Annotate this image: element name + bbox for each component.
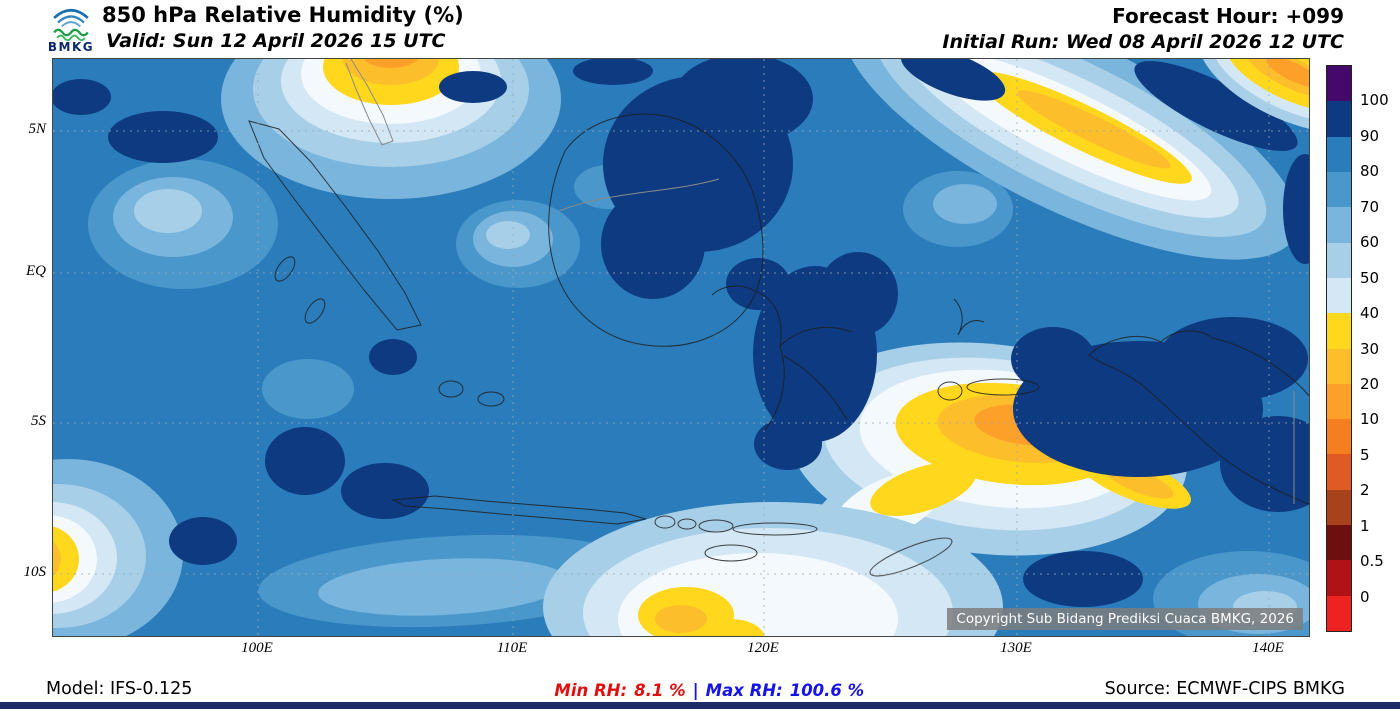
colorbar-segment bbox=[1327, 207, 1351, 243]
colorbar-tick-label: 40 bbox=[1360, 304, 1380, 323]
colorbar-tick-label: 60 bbox=[1360, 233, 1380, 252]
colorbar-segment bbox=[1327, 101, 1351, 137]
lon-label-110e: 110E bbox=[496, 640, 528, 656]
model-label: Model: IFS-0.125 bbox=[46, 679, 193, 699]
forecast-hour-label: Forecast Hour: +099 bbox=[1112, 4, 1344, 28]
colorbar-tick-label: 80 bbox=[1360, 162, 1380, 181]
initial-run-label: Initial Run: Wed 08 April 2026 12 UTC bbox=[942, 31, 1344, 53]
colorbar-tick-label: 30 bbox=[1360, 339, 1380, 358]
page-title: 850 hPa Relative Humidity (%) bbox=[102, 3, 464, 27]
lat-label-eq: EQ bbox=[26, 263, 46, 279]
min-rh-label: Min RH: bbox=[554, 681, 628, 700]
lon-label-100e: 100E bbox=[241, 640, 273, 656]
colorbar-tick-label: 90 bbox=[1360, 126, 1380, 145]
colorbar-labels: 100 90 80 70 60 50 40 30 20 10 5 2 1 0.5 0 bbox=[1360, 65, 1398, 632]
colorbar-tick-label: 20 bbox=[1360, 374, 1380, 393]
bmkg-logo: BMKG bbox=[42, 1, 100, 56]
lat-label-5s: 5S bbox=[31, 413, 46, 429]
lon-label-120e: 120E bbox=[747, 640, 779, 656]
lon-label-140e: 140E bbox=[1252, 640, 1284, 656]
contour-fills-dark bbox=[53, 59, 1309, 607]
colorbar-segment bbox=[1327, 242, 1351, 278]
min-rh-value: 8.1 % bbox=[634, 681, 686, 700]
colorbar-segment bbox=[1327, 348, 1351, 384]
bmkg-logo-text: BMKG bbox=[47, 40, 95, 54]
colorbar-segment bbox=[1327, 489, 1351, 526]
map-frame: Copyright Sub Bidang Prediksi Cuaca BMKG… bbox=[52, 58, 1310, 637]
colorbar-segment bbox=[1327, 66, 1351, 102]
colorbar-segment bbox=[1327, 277, 1351, 314]
country-borders bbox=[345, 59, 1295, 504]
colorbar-tick-label: 5 bbox=[1360, 445, 1370, 464]
colorbar-segments bbox=[1326, 65, 1352, 632]
colorbar-segment bbox=[1327, 419, 1351, 455]
lon-label-130e: 130E bbox=[1000, 640, 1032, 656]
colorbar-segment bbox=[1327, 595, 1351, 631]
colorbar-tick-label: 100 bbox=[1360, 91, 1389, 110]
max-rh-value: 100.6 % bbox=[789, 681, 865, 700]
colorbar-segment bbox=[1327, 383, 1351, 420]
lat-label-5n: 5N bbox=[28, 121, 46, 137]
bmkg-logo-icon bbox=[53, 8, 89, 41]
colorbar-tick-label: 1 bbox=[1360, 516, 1370, 535]
colorbar-segment bbox=[1327, 525, 1351, 561]
bottom-accent-bar bbox=[0, 702, 1400, 709]
colorbar-segment bbox=[1327, 560, 1351, 596]
colorbar-tick-label: 2 bbox=[1360, 481, 1370, 500]
colorbar-segment bbox=[1327, 136, 1351, 172]
colorbar-segment bbox=[1327, 454, 1351, 490]
colorbar-tick-label: 70 bbox=[1360, 197, 1380, 216]
min-max-separator: | bbox=[692, 681, 699, 700]
dry-system-southwest bbox=[53, 459, 183, 636]
colorbar-segment bbox=[1327, 171, 1351, 208]
dry-system-south-center bbox=[543, 502, 1003, 636]
lat-label-10s: 10S bbox=[23, 564, 47, 580]
colorbar-tick-label: 0.5 bbox=[1360, 552, 1384, 571]
colorbar-tick-label: 50 bbox=[1360, 268, 1380, 287]
source-label: Source: ECMWF-CIPS BMKG bbox=[1104, 679, 1345, 699]
valid-time-label: Valid: Sun 12 April 2026 15 UTC bbox=[106, 30, 446, 52]
colorbar-tick-label: 0 bbox=[1360, 587, 1370, 606]
colorbar-segment bbox=[1327, 313, 1351, 349]
coastlines bbox=[248, 113, 1309, 577]
max-rh-label: Max RH: bbox=[705, 681, 783, 700]
humidity-contour-map bbox=[53, 59, 1309, 636]
colorbar-tick-label: 10 bbox=[1360, 410, 1380, 429]
copyright-overlay: Copyright Sub Bidang Prediksi Cuaca BMKG… bbox=[947, 608, 1303, 630]
min-max-rh: Min RH: 8.1 % | Max RH: 100.6 % bbox=[554, 681, 864, 700]
